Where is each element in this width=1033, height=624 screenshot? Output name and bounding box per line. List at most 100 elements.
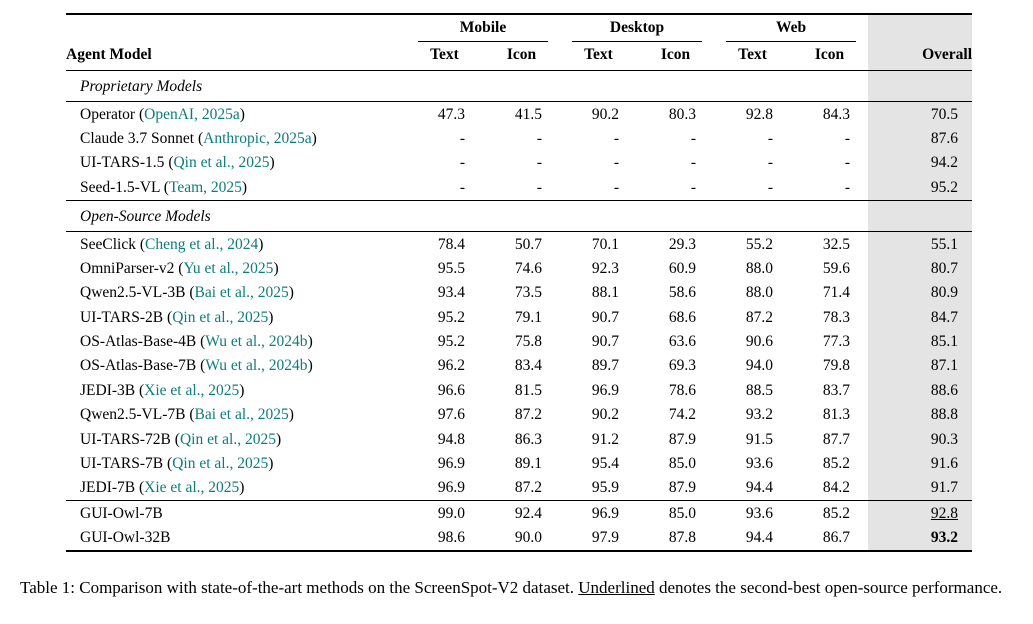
section-title: Open-Source Models — [66, 200, 869, 233]
metric-value: 78.4 — [437, 235, 465, 253]
model-cell: JEDI-3B (Xie et al., 2025) — [80, 381, 245, 399]
metric-value: - — [767, 130, 774, 147]
model-name: UI-TARS-2B — [80, 308, 164, 326]
metric-value: 68.6 — [668, 308, 697, 326]
metric-value: 84.2 — [791, 475, 869, 502]
overall-value: 55.1 — [868, 231, 973, 257]
metric-value: 85.2 — [822, 454, 851, 472]
metric-value: 90.7 — [591, 333, 619, 350]
metric-value: 98.6 — [437, 529, 465, 546]
metric-value: 71.4 — [822, 284, 851, 302]
table-row: UI-TARS-2B (Qin et al., 2025) 95.2 79.1 90.… — [66, 305, 973, 330]
citation-link[interactable]: Bai et al., 2025 — [194, 284, 289, 302]
model-cell: GUI-Owl-7B — [66, 501, 406, 526]
metric-value: 95.5 — [437, 259, 465, 277]
metric-value: 89.7 — [591, 357, 619, 375]
metric-value: 87.2 — [745, 308, 774, 326]
metric-value: 79.8 — [822, 357, 851, 375]
metric-value: 91.2 — [591, 430, 619, 448]
metric-value: 60.9 — [668, 259, 697, 277]
model-name: Qwen2.5-VL-3B — [80, 284, 186, 302]
metric-value: - — [536, 130, 542, 147]
metric-value: 79.1 — [514, 308, 542, 326]
metric-value: 90.0 — [514, 529, 542, 546]
overall-value: 93.2 — [868, 525, 973, 551]
metric-value: 84.3 — [822, 105, 851, 123]
metric-value: - — [690, 154, 697, 172]
model-name: OS-Atlas-Base-7B — [80, 357, 197, 375]
table-row: OS-Atlas-Base-4B (Wu et al., 2024b) 95.2 7… — [66, 329, 973, 354]
metric-value: 86.3 — [514, 430, 542, 448]
metric-value: 47.3 — [437, 105, 465, 123]
citation-link[interactable]: Wu et al., 2024b — [205, 357, 308, 375]
citation-link[interactable]: Wu et al., 2024b — [205, 333, 308, 350]
caption-suffix: denotes the second-best open-source perf… — [654, 577, 1003, 597]
model-name: UI-TARS-72B — [80, 430, 171, 448]
mobile-text-header: Text — [406, 42, 483, 71]
metric-value: 41.5 — [514, 105, 542, 123]
citation-link[interactable]: Yu et al., 2025 — [183, 259, 274, 277]
citation-link[interactable]: OpenAI, 2025a — [144, 105, 240, 123]
table-row: UI-TARS-7B (Qin et al., 2025) 96.9 89.1 95.… — [66, 451, 973, 476]
overall-value: 88.8 — [868, 402, 973, 427]
overall-value: 80.9 — [868, 280, 973, 306]
model-cell: Qwen2.5-VL-3B (Bai et al., 2025) — [80, 284, 294, 302]
metric-value: 95.9 — [560, 475, 637, 502]
metric-value: 90.7 — [591, 308, 619, 326]
metric-value: 93.6 — [745, 454, 774, 472]
caption-underlined-word: Underlined — [578, 577, 655, 597]
metric-value: 87.9 — [637, 475, 715, 502]
citation-link[interactable]: Xie et al., 2025 — [144, 479, 240, 497]
metric-value: - — [690, 130, 697, 147]
model-cell: JEDI-7B (Xie et al., 2025) — [66, 475, 406, 502]
metric-value: 99.0 — [437, 504, 465, 522]
metric-value: 96.9 — [591, 504, 619, 522]
model-name: SeeClick — [80, 235, 136, 253]
citation-link[interactable]: Bai et al., 2025 — [194, 406, 289, 424]
citation-link[interactable]: Qin et al., 2025 — [172, 454, 269, 472]
column-group-web: Web — [714, 14, 868, 42]
metric-value: 88.1 — [591, 284, 619, 302]
metric-value: 96.9 — [437, 454, 465, 472]
metric-value: 77.3 — [822, 333, 851, 350]
model-cell: UI-TARS-1.5 (Qin et al., 2025) — [80, 154, 275, 172]
model-cell: UI-TARS-7B (Qin et al., 2025) — [80, 454, 274, 472]
overall-value: 85.1 — [868, 329, 973, 354]
metric-value: 81.3 — [822, 406, 851, 424]
metric-value: - — [637, 175, 715, 201]
table-row: Operator (OpenAI, 2025a) 47.3 41.5 90.2 80.3… — [66, 101, 973, 127]
table-row: Claude 3.7 Sonnet (Anthropic, 2025a) - - - -… — [66, 126, 973, 151]
metric-value: 96.9 — [591, 381, 619, 399]
citation-link[interactable]: Xie et al., 2025 — [144, 381, 240, 399]
model-cell: UI-TARS-2B (Qin et al., 2025) — [80, 308, 274, 326]
metric-value: 81.5 — [514, 381, 542, 399]
citation-link[interactable]: Qin et al., 2025 — [179, 430, 276, 448]
model-name: UI-TARS-1.5 — [80, 154, 165, 172]
model-cell: OS-Atlas-Base-4B (Wu et al., 2024b) — [80, 333, 313, 350]
metric-value: 78.3 — [822, 308, 851, 326]
model-name: GUI-Owl-7B — [80, 504, 163, 522]
model-cell: Seed-1.5-VL (Team, 2025) — [66, 175, 406, 201]
model-name: OS-Atlas-Base-4B — [80, 333, 197, 350]
metric-value: 58.6 — [668, 284, 697, 302]
metric-value: 75.8 — [514, 333, 542, 350]
table-row: UI-TARS-72B (Qin et al., 2025) 94.8 86.3 91… — [66, 427, 973, 452]
table-body: Proprietary Models Operator (OpenAI, 2025… — [66, 70, 973, 551]
citation-link[interactable]: Cheng et al., 2024 — [145, 235, 259, 253]
model-name: GUI-Owl-32B — [80, 529, 171, 546]
citation-link[interactable]: Qin et al., 2025 — [173, 154, 270, 172]
results-table: Mobile Desktop Web Agent Model Text Icon… — [66, 13, 973, 552]
section-header-row: Proprietary Models — [66, 70, 973, 103]
citation-link[interactable]: Team, 2025 — [168, 178, 242, 196]
metric-value: 74.6 — [514, 259, 542, 277]
citation-link[interactable]: Qin et al., 2025 — [172, 308, 269, 326]
table-row: Qwen2.5-VL-7B (Bai et al., 2025) 97.6 87.2… — [66, 402, 973, 427]
model-name: Seed-1.5-VL — [80, 178, 160, 196]
model-name: OmniParser-v2 — [80, 259, 175, 277]
metric-value: 80.3 — [668, 105, 697, 123]
mobile-icon-header: Icon — [483, 42, 560, 71]
overall-value: 87.1 — [868, 353, 973, 379]
citation-link[interactable]: Anthropic, 2025a — [203, 130, 312, 147]
table-row: Qwen2.5-VL-3B (Bai et al., 2025) 93.4 73.5… — [66, 280, 973, 306]
